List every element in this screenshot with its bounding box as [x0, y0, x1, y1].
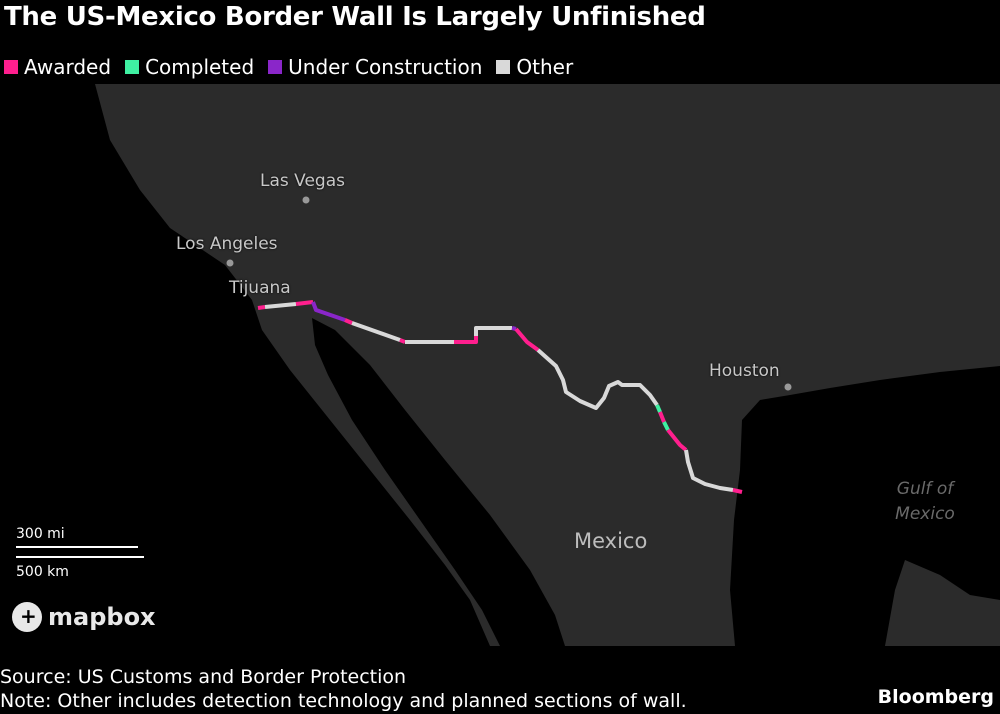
- scale-bar-miles: [16, 546, 138, 548]
- border-segment-awarded: [295, 300, 314, 306]
- border-segment-other: [351, 321, 401, 342]
- border-segment-awarded: [257, 305, 266, 310]
- source-text: Source: US Customs and Border Protection: [0, 666, 407, 688]
- legend-swatch: [496, 60, 511, 74]
- border-segment-other: [474, 326, 512, 336]
- scale-miles-label: 300 mi: [16, 526, 65, 542]
- legend-label: Awarded: [24, 55, 112, 79]
- scale-bar-km: [16, 556, 144, 558]
- border-segment-awarded: [658, 411, 666, 423]
- legend-swatch: [268, 60, 283, 74]
- city-label-tijuana: Tijuana: [229, 278, 291, 298]
- country-label-mexico: Mexico: [574, 529, 648, 553]
- legend-label: Under Construction: [288, 55, 483, 79]
- border-segment-under-construction: [511, 326, 517, 331]
- los-angeles-dot: [226, 259, 234, 267]
- city-label-houston: Houston: [709, 361, 780, 381]
- gulf-of-mexico: [730, 366, 1000, 646]
- border-segment-under-construction: [311, 301, 346, 322]
- border-segment-completed: [662, 421, 670, 431]
- border-segment-awarded: [732, 488, 743, 494]
- las-vegas-dot: [302, 196, 310, 204]
- city-label-las-vegas: Las Vegas: [260, 171, 345, 191]
- legend-item-other: Other: [496, 55, 573, 79]
- border-segment-other: [536, 348, 659, 410]
- bloomberg-logo: Bloomberg: [877, 686, 994, 708]
- mapbox-attribution[interactable]: mapbox: [12, 602, 156, 632]
- houston-dot: [784, 383, 792, 391]
- legend-label: Other: [516, 55, 574, 79]
- legend-swatch: [125, 60, 140, 74]
- note-text: Note: Other includes detection technolog…: [0, 690, 687, 712]
- footer-notes: Source: US Customs and Border Protection…: [0, 665, 687, 713]
- border-segment-awarded: [454, 336, 478, 344]
- border-segment-awarded: [514, 327, 540, 352]
- water-label-line: Mexico: [895, 504, 955, 524]
- water-label-line: Gulf of: [896, 479, 954, 499]
- legend-item-completed: Completed: [125, 55, 254, 79]
- mapbox-wordmark: mapbox: [48, 603, 156, 631]
- legend-swatch: [4, 60, 18, 74]
- mapbox-logo-icon: [12, 602, 42, 632]
- legend-item-awarded: Awarded: [4, 55, 111, 79]
- gulf-of-california: [312, 318, 565, 646]
- map[interactable]: [0, 84, 1000, 646]
- chart-title: The US-Mexico Border Wall Is Largely Unf…: [4, 2, 706, 32]
- border-segment-other: [264, 302, 297, 309]
- legend-label: Completed: [145, 55, 255, 79]
- border-segment-awarded: [666, 428, 688, 452]
- border-wall-line: [257, 300, 743, 494]
- legend-item-under-construction: Under Construction: [268, 55, 482, 79]
- city-label-los-angeles: Los Angeles: [176, 234, 278, 254]
- border-segment-awarded: [399, 338, 406, 344]
- border-segment-other: [684, 449, 734, 492]
- scale-km-label: 500 km: [16, 564, 69, 580]
- water-label-gulf-of-mexico: Gulf of Mexico: [880, 477, 970, 527]
- pacific-ocean: [0, 84, 490, 646]
- border-segment-awarded: [344, 318, 353, 325]
- legend: Awarded Completed Under Construction Oth…: [4, 55, 573, 79]
- border-segment-completed: [655, 404, 662, 413]
